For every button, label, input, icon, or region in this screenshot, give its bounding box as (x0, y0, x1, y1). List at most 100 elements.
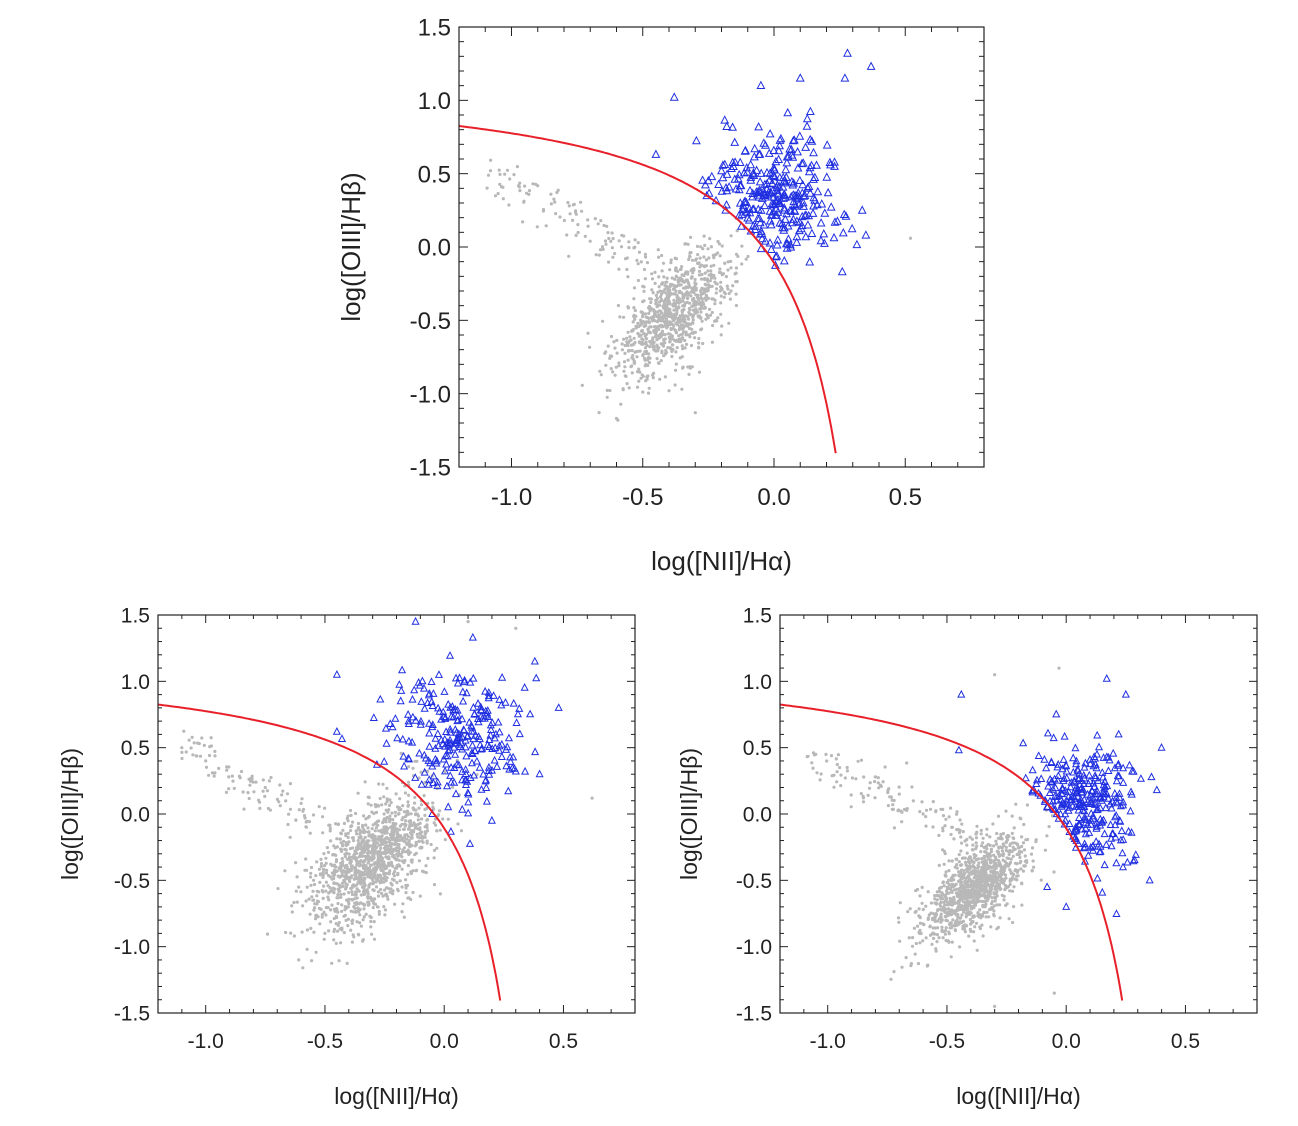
data-point-triangle (445, 735, 455, 744)
data-point (1030, 846, 1035, 850)
data-point-triangle (783, 234, 793, 243)
data-point (368, 914, 372, 918)
data-point-triangle (779, 190, 788, 199)
data-point (697, 345, 701, 349)
data-point (501, 197, 505, 201)
data-point (373, 834, 377, 838)
data-point (691, 318, 695, 322)
data-point (950, 940, 954, 944)
data-point-triangle (491, 743, 500, 752)
data-point (830, 774, 834, 778)
data-point (212, 774, 216, 778)
data-point-triangle (1112, 909, 1121, 917)
data-point (180, 750, 184, 755)
data-point-triangle (483, 740, 492, 749)
data-point (902, 807, 907, 812)
data-point (663, 299, 667, 303)
data-point-triangle (742, 167, 752, 176)
data-point-triangle (433, 781, 442, 790)
data-point (652, 340, 656, 344)
data-point-triangle (1121, 689, 1130, 698)
data-point (623, 351, 627, 355)
data-point (883, 765, 887, 769)
data-point (670, 343, 675, 347)
data-point (395, 830, 399, 834)
data-point (638, 323, 642, 327)
data-point (1012, 826, 1016, 830)
data-point-triangle (1075, 800, 1084, 808)
data-point (632, 313, 636, 317)
data-point (920, 800, 924, 804)
data-point-triangle (752, 165, 762, 174)
data-point (368, 863, 373, 867)
data-point (879, 784, 883, 789)
data-point (965, 851, 969, 855)
data-point (734, 280, 738, 284)
data-point (522, 199, 526, 203)
data-point (380, 868, 384, 872)
data-point (985, 910, 989, 915)
data-point (605, 388, 609, 392)
data-point (345, 961, 349, 966)
data-point-triangle (651, 149, 661, 158)
data-point (395, 866, 399, 870)
axis-ticks (458, 26, 985, 468)
data-point-triangle (1080, 812, 1089, 821)
data-point-triangle (753, 187, 763, 196)
data-point (326, 895, 330, 899)
data-point-triangle (843, 48, 852, 57)
data-point-triangle (531, 747, 540, 756)
data-point (343, 852, 347, 856)
data-point (642, 324, 646, 328)
data-point-triangle (467, 758, 477, 767)
data-point (950, 878, 955, 882)
data-point (702, 306, 706, 310)
data-point (384, 871, 388, 875)
data-point (536, 184, 540, 188)
data-point-triangle (782, 243, 792, 252)
data-point (1020, 835, 1024, 839)
data-point (917, 914, 921, 918)
data-point (367, 844, 371, 848)
data-point-triangle (476, 702, 485, 711)
data-point (1018, 861, 1022, 865)
data-point-triangle (1079, 843, 1088, 852)
data-point (414, 813, 418, 817)
data-point (404, 819, 408, 823)
data-point-triangle (1118, 848, 1127, 857)
data-point (717, 242, 722, 246)
data-point (712, 263, 716, 267)
data-point (677, 306, 681, 310)
data-point (207, 753, 212, 758)
data-point (395, 880, 399, 885)
data-point (309, 883, 313, 888)
data-point (990, 896, 994, 900)
data-point (544, 224, 548, 228)
data-point (302, 814, 307, 818)
data-point-triangle (473, 714, 483, 722)
data-point (386, 810, 390, 814)
data-point-triangle (415, 748, 424, 757)
data-point-triangle (1094, 776, 1103, 784)
data-point (998, 845, 1003, 849)
data-point (1002, 879, 1007, 883)
data-point-triangle (446, 739, 455, 747)
data-point-triangle (1094, 742, 1104, 751)
data-point (720, 324, 724, 328)
data-point (643, 346, 648, 350)
data-point (344, 877, 348, 881)
data-point (691, 271, 695, 275)
data-point (818, 778, 822, 782)
data-point (642, 285, 646, 289)
data-point (281, 789, 285, 793)
data-point (339, 926, 343, 931)
data-point (336, 929, 340, 933)
data-point (308, 831, 312, 835)
data-point (1013, 868, 1018, 872)
data-point (324, 905, 328, 910)
data-point (937, 833, 941, 838)
data-point (1017, 852, 1021, 857)
data-point-triangle (332, 670, 341, 678)
data-point-triangle (485, 742, 494, 750)
data-point (527, 189, 532, 193)
